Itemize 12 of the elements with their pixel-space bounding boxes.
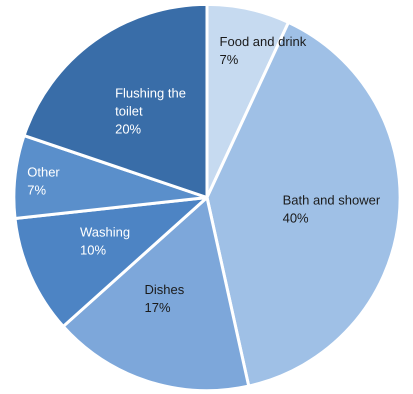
slice-label: Food and drink <box>220 34 307 49</box>
data-label: 7% <box>27 182 46 198</box>
slice-label: Other <box>27 164 60 180</box>
data-label: 17% <box>144 300 171 316</box>
slice-label: Bath and shower <box>282 192 381 208</box>
slice-label: Flushing the toilet <box>115 86 186 119</box>
slice-label: Dishes <box>144 282 185 298</box>
slice-label: Washing <box>80 224 130 240</box>
data-label: 40% <box>282 210 310 226</box>
data-label: 7% <box>220 52 239 67</box>
data-label: 10% <box>80 242 106 258</box>
data-label: 20% <box>115 122 142 137</box>
